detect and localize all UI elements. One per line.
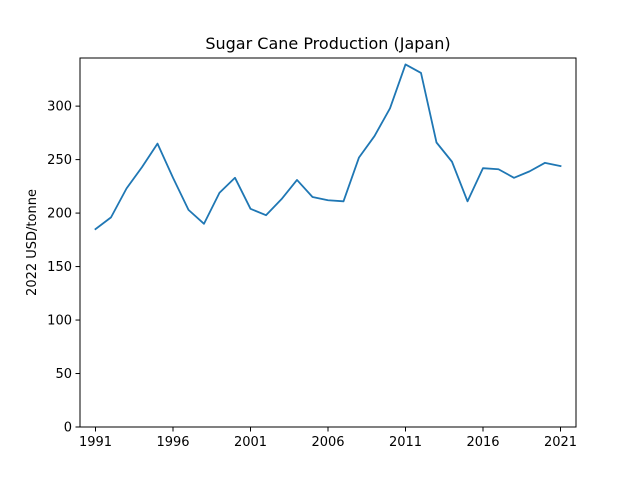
x-tick-label: 2011 <box>389 435 422 450</box>
x-axis-ticks: 1991 1996 2001 2006 2011 2016 2021 <box>79 427 577 450</box>
x-tick-label: 2001 <box>234 435 267 450</box>
x-tick-label: 1996 <box>156 435 189 450</box>
x-tick-label: 2021 <box>544 435 577 450</box>
y-tick-label: 250 <box>47 153 72 168</box>
y-axis-ticks: 0 50 100 150 200 250 300 <box>47 100 80 436</box>
y-tick-label: 50 <box>55 367 72 382</box>
y-tick-label: 200 <box>47 207 72 222</box>
chart-title: Sugar Cane Production (Japan) <box>205 34 450 53</box>
y-tick-label: 150 <box>47 260 72 275</box>
y-axis-label: 2022 USD/tonne <box>25 189 40 296</box>
series-line <box>94 63 562 231</box>
x-tick-label: 2006 <box>311 435 344 450</box>
y-tick-label: 100 <box>47 314 72 329</box>
y-tick-label: 0 <box>64 421 72 436</box>
y-tick-label: 300 <box>47 100 72 115</box>
plot-frame <box>79 57 577 428</box>
series-layer <box>94 63 562 231</box>
x-tick-label: 2016 <box>466 435 499 450</box>
x-tick-label: 1991 <box>79 435 112 450</box>
